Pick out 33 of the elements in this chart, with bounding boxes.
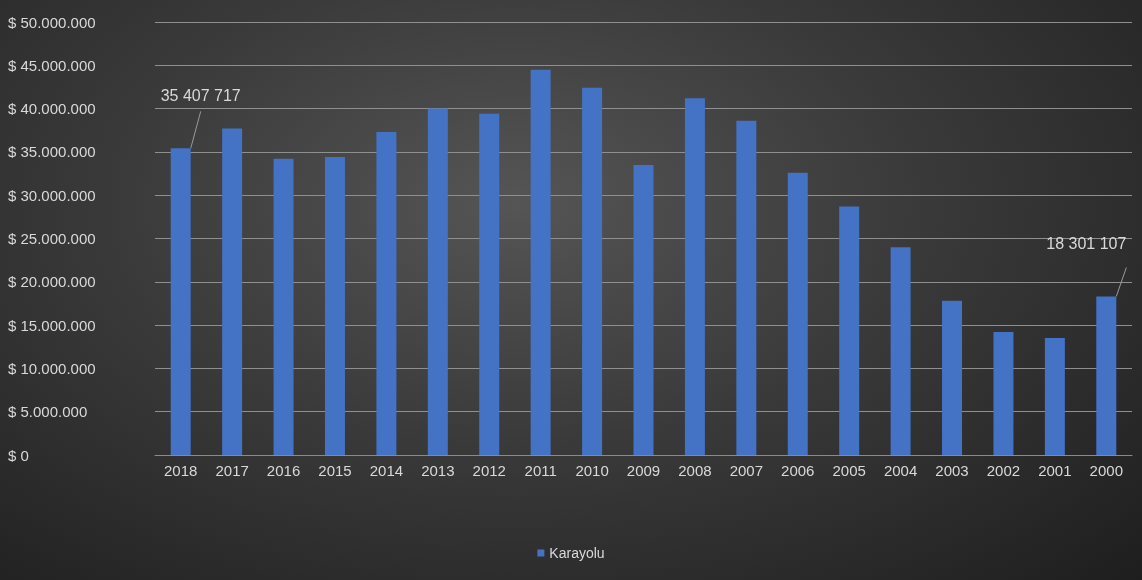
x-tick-label: 2009 bbox=[626, 462, 661, 479]
x-tick-label: 2000 bbox=[1089, 462, 1123, 479]
x-tick-label: 2016 bbox=[266, 462, 301, 479]
x-tick-label: 2003 bbox=[935, 462, 969, 479]
data-label: 18 301 107 bbox=[1046, 235, 1127, 253]
x-tick-label: 2004 bbox=[883, 462, 918, 479]
y-tick-label: $ 5.000.000 bbox=[8, 403, 88, 421]
y-tick-label: $ 50.000.000 bbox=[8, 13, 96, 31]
y-tick-label: $ 45.000.000 bbox=[8, 56, 96, 74]
x-tick-label: 2001 bbox=[1038, 462, 1072, 479]
y-tick-label: $ 40.000.000 bbox=[8, 100, 96, 118]
legend-label: Karayolu bbox=[549, 545, 605, 561]
y-tick-label: $ 10.000.000 bbox=[8, 359, 96, 377]
x-tick-label: 2014 bbox=[369, 462, 404, 479]
y-tick-label: $ 0 bbox=[8, 446, 29, 464]
x-tick-label: 2012 bbox=[472, 462, 506, 479]
x-tick-label: 2018 bbox=[164, 462, 198, 479]
data-label: 35 407 717 bbox=[160, 86, 241, 104]
y-tick-label: $ 25.000.000 bbox=[8, 230, 96, 247]
x-tick-label: 2010 bbox=[575, 462, 609, 479]
x-tick-label: 2015 bbox=[318, 462, 352, 479]
x-tick-label: 2011 bbox=[524, 462, 557, 479]
y-tick-label: $ 20.000.000 bbox=[8, 273, 96, 291]
x-tick-label: 2017 bbox=[215, 462, 249, 479]
x-tick-label: 2002 bbox=[986, 462, 1021, 479]
x-tick-label: 2008 bbox=[678, 462, 712, 479]
y-tick-label: $ 35.000.000 bbox=[8, 143, 96, 161]
x-tick-label: 2007 bbox=[729, 462, 764, 479]
x-tick-label: 2013 bbox=[421, 462, 455, 479]
y-tick-label: $ 15.000.000 bbox=[8, 316, 96, 334]
y-tick-label: $ 30.000.000 bbox=[8, 186, 96, 204]
x-tick-label: 2005 bbox=[832, 462, 866, 479]
x-tick-label: 2006 bbox=[781, 462, 815, 479]
